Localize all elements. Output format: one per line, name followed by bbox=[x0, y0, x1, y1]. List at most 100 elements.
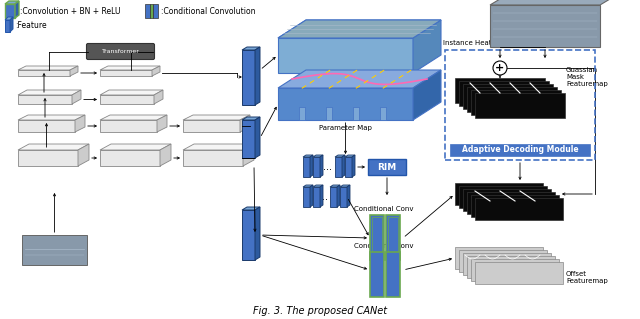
FancyBboxPatch shape bbox=[380, 107, 387, 120]
Polygon shape bbox=[490, 0, 625, 5]
Text: ...: ... bbox=[319, 192, 328, 202]
Polygon shape bbox=[467, 256, 555, 278]
FancyBboxPatch shape bbox=[386, 252, 400, 297]
Polygon shape bbox=[5, 20, 10, 32]
FancyBboxPatch shape bbox=[370, 252, 384, 297]
Polygon shape bbox=[490, 5, 600, 47]
FancyBboxPatch shape bbox=[145, 4, 150, 18]
Polygon shape bbox=[278, 20, 441, 38]
Text: +: + bbox=[495, 63, 504, 73]
Polygon shape bbox=[320, 185, 323, 207]
Polygon shape bbox=[345, 155, 355, 157]
Text: Offset
Featuremap: Offset Featuremap bbox=[566, 271, 608, 284]
Polygon shape bbox=[471, 259, 559, 281]
Polygon shape bbox=[183, 150, 243, 166]
FancyBboxPatch shape bbox=[326, 107, 332, 120]
Polygon shape bbox=[471, 195, 559, 217]
Polygon shape bbox=[313, 185, 323, 187]
Polygon shape bbox=[313, 155, 323, 157]
FancyBboxPatch shape bbox=[370, 215, 384, 260]
Text: ...: ... bbox=[323, 162, 333, 172]
Polygon shape bbox=[413, 20, 441, 73]
Polygon shape bbox=[78, 144, 89, 166]
Polygon shape bbox=[100, 150, 160, 166]
FancyBboxPatch shape bbox=[388, 217, 398, 258]
Polygon shape bbox=[242, 210, 255, 260]
Text: Parameter Map: Parameter Map bbox=[319, 125, 372, 131]
FancyBboxPatch shape bbox=[368, 159, 406, 175]
Polygon shape bbox=[467, 87, 557, 112]
Polygon shape bbox=[278, 38, 413, 73]
Text: Transformer: Transformer bbox=[102, 49, 140, 54]
Polygon shape bbox=[18, 66, 78, 70]
Polygon shape bbox=[152, 66, 160, 76]
Polygon shape bbox=[154, 90, 163, 104]
Polygon shape bbox=[5, 1, 19, 4]
Polygon shape bbox=[100, 95, 154, 104]
Polygon shape bbox=[22, 235, 87, 265]
Polygon shape bbox=[72, 90, 81, 104]
Polygon shape bbox=[242, 207, 260, 210]
Polygon shape bbox=[242, 47, 260, 50]
Polygon shape bbox=[459, 186, 547, 208]
Polygon shape bbox=[183, 120, 240, 132]
Text: Adaptive Decoding Module: Adaptive Decoding Module bbox=[461, 145, 579, 154]
Polygon shape bbox=[475, 262, 563, 284]
Polygon shape bbox=[463, 189, 551, 211]
Polygon shape bbox=[459, 250, 547, 272]
Polygon shape bbox=[15, 1, 19, 18]
Polygon shape bbox=[100, 115, 167, 120]
Polygon shape bbox=[18, 120, 75, 132]
Text: Instance Heatmap: Instance Heatmap bbox=[443, 40, 507, 46]
Polygon shape bbox=[100, 90, 163, 95]
Polygon shape bbox=[475, 198, 563, 220]
Polygon shape bbox=[345, 157, 352, 177]
Polygon shape bbox=[455, 78, 545, 103]
Text: :Convolution + BN + ReLU: :Convolution + BN + ReLU bbox=[20, 6, 120, 16]
Text: :Feature: :Feature bbox=[15, 21, 47, 31]
Text: :Conditional Convolution: :Conditional Convolution bbox=[161, 6, 255, 16]
Text: Conditional Conv: Conditional Conv bbox=[355, 243, 413, 249]
Polygon shape bbox=[10, 17, 13, 32]
FancyBboxPatch shape bbox=[150, 4, 153, 18]
FancyBboxPatch shape bbox=[86, 43, 154, 60]
Polygon shape bbox=[303, 187, 310, 207]
FancyBboxPatch shape bbox=[153, 4, 158, 18]
Polygon shape bbox=[18, 144, 89, 150]
Polygon shape bbox=[100, 70, 152, 76]
Polygon shape bbox=[330, 187, 337, 207]
Text: RIM: RIM bbox=[378, 162, 397, 172]
Circle shape bbox=[493, 61, 507, 75]
Polygon shape bbox=[313, 157, 320, 177]
Polygon shape bbox=[183, 144, 254, 150]
Polygon shape bbox=[303, 185, 313, 187]
Polygon shape bbox=[243, 144, 254, 166]
Polygon shape bbox=[18, 115, 85, 120]
Polygon shape bbox=[455, 183, 543, 205]
Polygon shape bbox=[459, 81, 549, 106]
Polygon shape bbox=[342, 155, 345, 177]
Text: Conditional Conv: Conditional Conv bbox=[355, 206, 413, 212]
Polygon shape bbox=[471, 90, 561, 115]
FancyBboxPatch shape bbox=[300, 107, 305, 120]
Polygon shape bbox=[255, 117, 260, 158]
Polygon shape bbox=[278, 20, 441, 38]
Polygon shape bbox=[242, 120, 255, 158]
Polygon shape bbox=[340, 185, 350, 187]
Polygon shape bbox=[278, 88, 413, 120]
Polygon shape bbox=[240, 115, 250, 132]
Polygon shape bbox=[100, 66, 160, 70]
Polygon shape bbox=[310, 155, 313, 177]
Polygon shape bbox=[347, 185, 350, 207]
Text: Guassian
Mask
Featuremap: Guassian Mask Featuremap bbox=[566, 67, 608, 87]
Polygon shape bbox=[475, 93, 565, 118]
FancyBboxPatch shape bbox=[450, 144, 590, 156]
Text: Fig. 3. The proposed CANet: Fig. 3. The proposed CANet bbox=[253, 306, 387, 316]
Polygon shape bbox=[413, 70, 441, 120]
Polygon shape bbox=[160, 144, 171, 166]
Polygon shape bbox=[467, 192, 555, 214]
Polygon shape bbox=[463, 253, 551, 275]
Polygon shape bbox=[340, 187, 347, 207]
Polygon shape bbox=[5, 4, 15, 18]
Polygon shape bbox=[335, 155, 345, 157]
